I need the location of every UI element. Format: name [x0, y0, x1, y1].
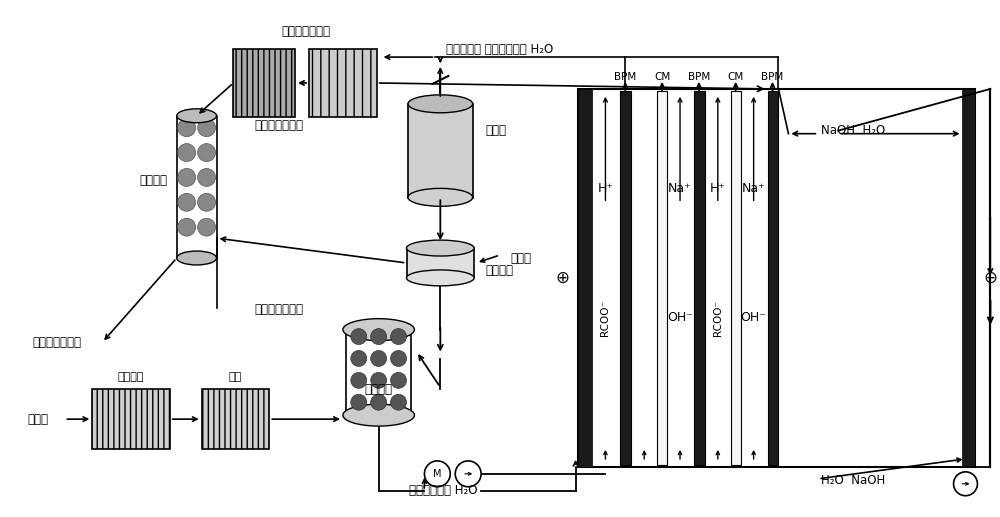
Text: RCOO⁻: RCOO⁻	[713, 300, 723, 336]
Ellipse shape	[343, 404, 414, 426]
Text: 硫代二丙酸钓 H₂O: 硫代二丙酸钓 H₂O	[409, 484, 478, 497]
Text: 淤洗水: 淤洗水	[510, 251, 531, 265]
Text: M: M	[433, 469, 442, 479]
Text: OH⁻: OH⁻	[667, 311, 693, 324]
Text: 硫代二丙酸产品: 硫代二丙酸产品	[255, 303, 304, 316]
Ellipse shape	[177, 251, 217, 265]
Circle shape	[351, 329, 367, 344]
Text: ⊕: ⊕	[556, 269, 570, 287]
Text: Na⁺: Na⁺	[668, 182, 692, 195]
Text: 小型阳离子交换: 小型阳离子交换	[255, 119, 304, 132]
Bar	[657, 91, 667, 465]
Circle shape	[198, 193, 216, 211]
Bar	[92, 389, 170, 449]
Text: 双极膜深度治理: 双极膜深度治理	[282, 25, 331, 38]
Text: 离心分离: 离心分离	[485, 264, 513, 278]
Circle shape	[198, 144, 216, 161]
Text: RCOO⁻: RCOO⁻	[600, 300, 610, 336]
Ellipse shape	[343, 318, 414, 341]
Circle shape	[371, 372, 387, 388]
Circle shape	[954, 472, 977, 496]
Bar	[233, 49, 295, 117]
Bar	[962, 89, 975, 467]
Ellipse shape	[407, 240, 474, 256]
Text: H⁺: H⁺	[597, 182, 613, 195]
Bar	[177, 116, 217, 258]
Text: 硫代二丙酸 硫代二丙酸钓 H₂O: 硫代二丙酸 硫代二丙酸钓 H₂O	[446, 42, 554, 56]
Circle shape	[391, 394, 407, 410]
Circle shape	[351, 372, 367, 388]
Circle shape	[198, 119, 216, 136]
Circle shape	[455, 461, 481, 487]
Text: CM: CM	[728, 72, 744, 82]
Bar	[309, 49, 377, 117]
Ellipse shape	[408, 188, 473, 206]
Text: 树脂吸附: 树脂吸附	[140, 174, 168, 187]
Text: OH⁻: OH⁻	[741, 311, 767, 324]
Text: H⁺: H⁺	[710, 182, 726, 195]
Text: BPM: BPM	[614, 72, 636, 82]
Text: BPM: BPM	[688, 72, 710, 82]
Bar	[694, 91, 705, 465]
Circle shape	[371, 329, 387, 344]
Text: 精密过滤: 精密过滤	[118, 372, 144, 383]
Text: 缩合料: 缩合料	[27, 413, 48, 425]
Circle shape	[178, 218, 196, 236]
Bar	[620, 91, 631, 465]
Bar	[731, 91, 741, 465]
Bar	[346, 328, 411, 416]
Text: Na⁺: Na⁺	[742, 182, 766, 195]
Circle shape	[198, 218, 216, 236]
Circle shape	[391, 329, 407, 344]
Text: ⊖: ⊖	[983, 269, 997, 287]
Text: 结晶器: 结晶器	[485, 124, 506, 137]
Circle shape	[351, 351, 367, 367]
Bar	[768, 91, 778, 465]
Text: NaOH  H₂O: NaOH H₂O	[821, 124, 885, 137]
Text: BPM: BPM	[761, 72, 784, 82]
Text: 废水去生化处理: 废水去生化处理	[33, 336, 82, 349]
Ellipse shape	[177, 109, 217, 123]
Text: H₂O  NaOH: H₂O NaOH	[821, 474, 885, 488]
Text: 鿥合树脂: 鿥合树脂	[365, 383, 393, 396]
Circle shape	[178, 119, 196, 136]
Bar	[578, 89, 975, 467]
Text: 超滤: 超滤	[229, 372, 242, 383]
Ellipse shape	[408, 95, 473, 113]
Circle shape	[391, 351, 407, 367]
Bar	[408, 104, 473, 199]
Circle shape	[351, 394, 367, 410]
Circle shape	[178, 169, 196, 187]
Circle shape	[424, 461, 450, 487]
Text: CM: CM	[654, 72, 670, 82]
Circle shape	[371, 351, 387, 367]
Bar	[202, 389, 269, 449]
Circle shape	[198, 169, 216, 187]
Ellipse shape	[407, 270, 474, 286]
Circle shape	[178, 144, 196, 161]
Bar	[578, 89, 592, 467]
Circle shape	[371, 394, 387, 410]
Circle shape	[178, 193, 196, 211]
Circle shape	[391, 372, 407, 388]
Bar	[407, 248, 474, 278]
